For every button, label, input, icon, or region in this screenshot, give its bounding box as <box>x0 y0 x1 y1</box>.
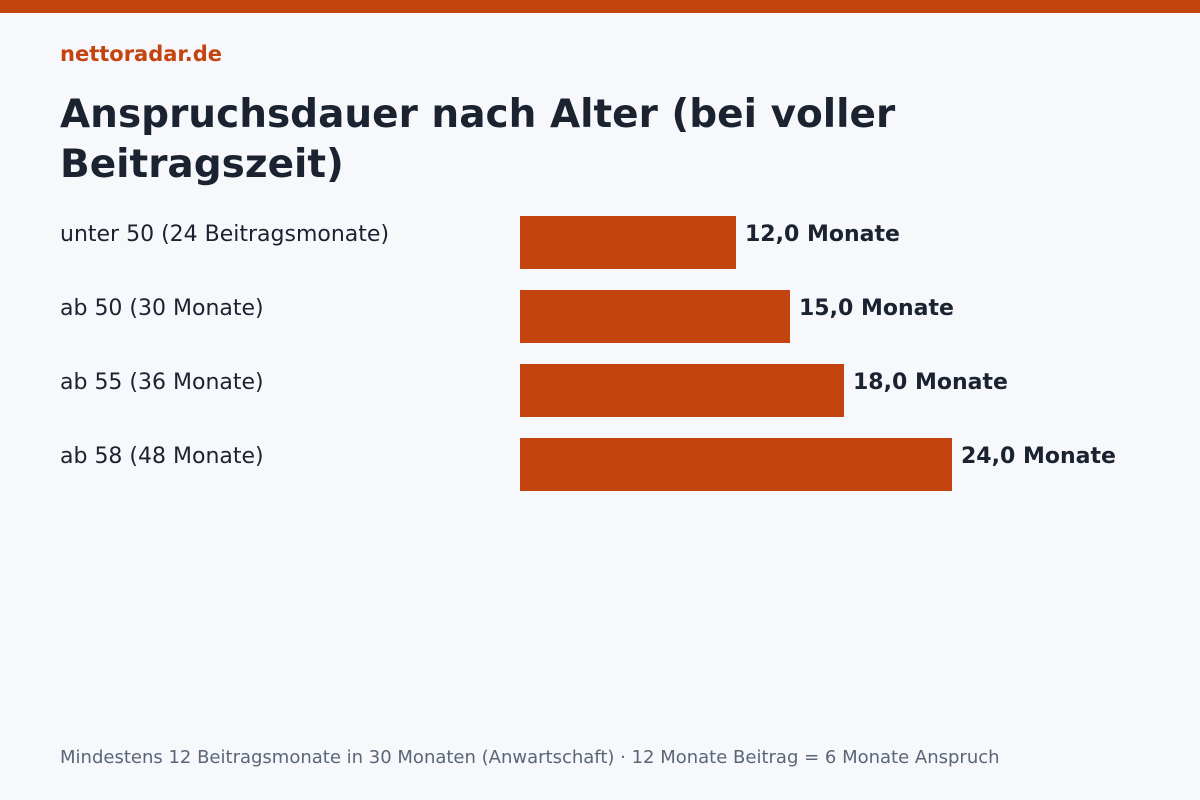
category-label: ab 50 (30 Monate) <box>60 296 264 321</box>
bar <box>520 290 790 343</box>
category-label: ab 55 (36 Monate) <box>60 370 264 395</box>
category-label: unter 50 (24 Beitragsmonate) <box>60 222 389 247</box>
bar <box>520 216 736 269</box>
bar <box>520 438 952 491</box>
chart-title: Anspruchsdauer nach Alter (bei voller Be… <box>60 92 896 187</box>
value-label: 15,0 Monate <box>799 296 954 321</box>
value-label: 18,0 Monate <box>853 370 1008 395</box>
top-accent-bar <box>0 0 1200 13</box>
value-label: 12,0 Monate <box>745 222 900 247</box>
footnote: Mindestens 12 Beitragsmonate in 30 Monat… <box>60 747 1000 768</box>
category-label: ab 58 (48 Monate) <box>60 444 264 469</box>
value-label: 24,0 Monate <box>961 444 1116 469</box>
bar <box>520 364 844 417</box>
brand-logo-text[interactable]: nettoradar.de <box>60 42 223 66</box>
